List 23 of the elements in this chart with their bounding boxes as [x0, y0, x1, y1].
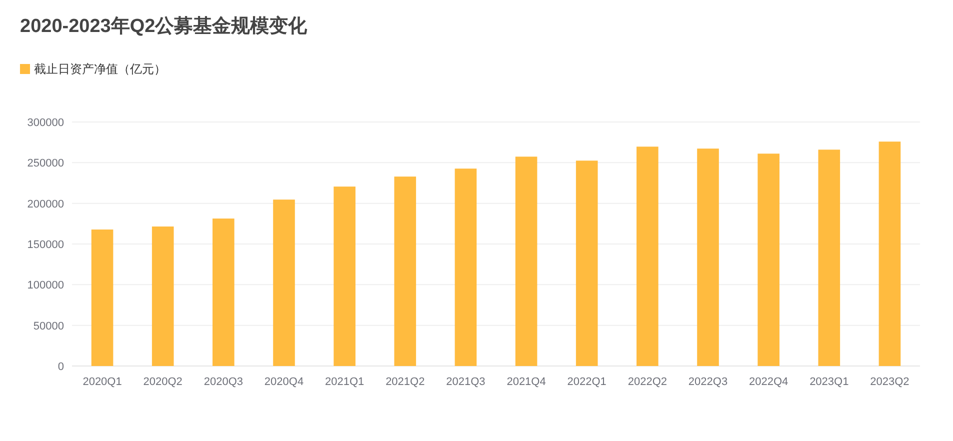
x-tick-label: 2021Q3 [446, 376, 486, 388]
x-tick-label: 2020Q3 [204, 376, 244, 388]
y-tick-label: 100000 [27, 280, 64, 292]
y-tick-label: 0 [58, 361, 64, 373]
y-tick-label: 300000 [27, 117, 64, 129]
x-tick-label: 2022Q2 [628, 376, 668, 388]
x-tick-label: 2020Q4 [264, 376, 304, 388]
x-tick-label: 2020Q2 [143, 376, 182, 388]
y-tick-label: 50000 [33, 320, 64, 332]
x-tick-label: 2022Q4 [748, 376, 788, 388]
y-tick-label: 250000 [27, 158, 64, 170]
x-tick-label: 2022Q3 [688, 376, 728, 388]
x-tick-label: 2023Q1 [810, 376, 849, 388]
x-tick-label: 2021Q4 [506, 376, 546, 388]
x-tick-label: 2020Q1 [82, 376, 122, 388]
chart-title: 2020-2023年Q2公募基金规模变化 [20, 15, 308, 37]
y-tick-label: 150000 [27, 239, 64, 251]
legend-label: 截止日资产净值（亿元） [34, 62, 166, 76]
x-tick-label: 2021Q1 [324, 376, 364, 388]
y-tick-label: 200000 [27, 198, 64, 210]
x-tick-label: 2023Q2 [870, 376, 910, 388]
x-tick-label: 2022Q1 [567, 376, 606, 388]
x-tick-label: 2021Q2 [386, 376, 425, 388]
